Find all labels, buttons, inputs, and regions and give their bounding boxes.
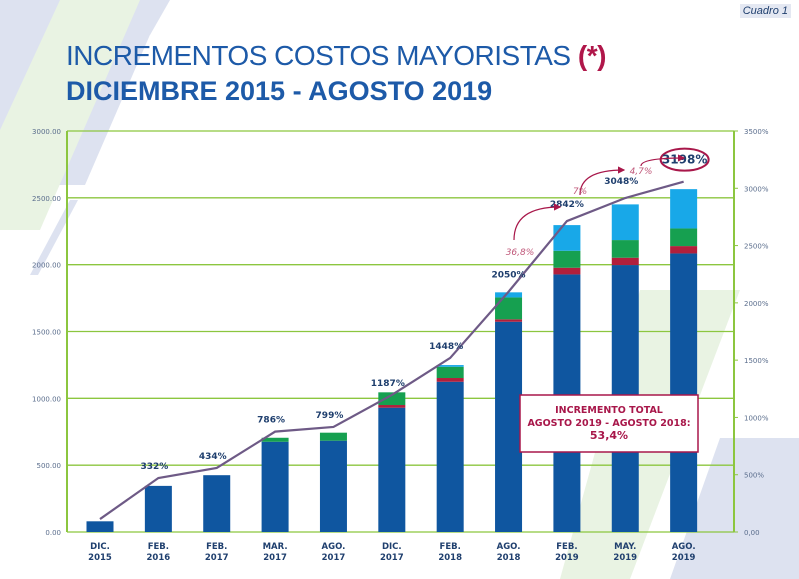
title-text: INCREMENTOS COSTOS MAYORISTAS xyxy=(66,40,571,71)
bar-segment-lightblue xyxy=(553,225,581,251)
right-axis-tick: 1000% xyxy=(744,414,769,422)
right-axis-tick: 2000% xyxy=(744,300,769,308)
right-axis-tick: 0,00 xyxy=(744,529,760,537)
x-axis-label: FEB. 2018 xyxy=(438,542,462,563)
bar-segment-blue xyxy=(495,321,523,532)
bar-segment-green xyxy=(319,432,347,441)
growth-arrow xyxy=(640,154,686,167)
left-axis-tick: 3000.00 xyxy=(32,128,61,136)
growth-label: 4,7% xyxy=(630,167,653,177)
bar-segment-red xyxy=(553,267,581,275)
bar-segment-green xyxy=(670,228,698,247)
line-data-label: 1187% xyxy=(371,379,405,389)
bar-segment-blue xyxy=(86,521,114,532)
x-axis-label: MAY. 2019 xyxy=(613,542,637,563)
left-axis-tick: 2000.00 xyxy=(32,262,61,270)
bar-segment-green xyxy=(378,392,406,406)
x-axis-label: DIC. 2015 xyxy=(88,542,112,563)
line-data-label: 3048% xyxy=(604,177,638,187)
callout-text: 53,4% xyxy=(590,429,628,442)
callout-text: AGOSTO 2019 - AGOSTO 2018: xyxy=(527,418,690,429)
chart-subtitle: DICIEMBRE 2015 - AGOSTO 2019 xyxy=(66,76,493,106)
x-axis-label: DIC. 2017 xyxy=(380,542,404,563)
right-axis-tick: 2500% xyxy=(744,243,769,251)
line-data-label: 332% xyxy=(140,462,168,472)
left-axis-tick: 2500.00 xyxy=(32,195,61,203)
line-data-label: 434% xyxy=(199,452,227,462)
left-axis-tick: 1500.00 xyxy=(32,329,61,337)
x-axis-label: MAR. 2017 xyxy=(263,542,288,563)
trend-line xyxy=(99,180,684,520)
growth-label: 7% xyxy=(573,187,587,197)
line-data-label: 1448% xyxy=(429,342,463,352)
bar-segment-blue xyxy=(670,253,698,532)
growth-arrow xyxy=(513,203,562,241)
bar-segment-red xyxy=(611,257,639,266)
growth-label: 36,8% xyxy=(506,248,535,258)
line-data-label: 2050% xyxy=(492,271,526,281)
right-axis-tick: 1500% xyxy=(744,357,769,365)
title-mark: (*) xyxy=(577,40,607,71)
corner-label: Cuadro 1 xyxy=(739,4,791,18)
x-axis-label: AGO. 2019 xyxy=(672,542,696,563)
left-axis-tick: 500.00 xyxy=(37,462,62,470)
bar-segment-lightblue xyxy=(670,189,698,229)
bar-segment-red xyxy=(495,319,523,322)
bar-segment-red xyxy=(436,378,464,382)
bar-segment-green xyxy=(611,240,639,258)
right-axis-tick: 500% xyxy=(744,472,764,480)
bar-segment-green xyxy=(261,437,289,442)
bar-segment-blue xyxy=(436,381,464,532)
line-data-label: 2842% xyxy=(550,200,584,210)
line-data-label: 799% xyxy=(316,411,344,421)
bar-segment-blue xyxy=(378,407,406,532)
callout-text: INCREMENTO TOTAL xyxy=(555,405,663,416)
x-axis-label: FEB. 2016 xyxy=(147,542,171,563)
x-axis-label: FEB. 2019 xyxy=(555,542,579,563)
left-axis-tick: 0.00 xyxy=(45,529,61,537)
x-axis-label: FEB. 2017 xyxy=(205,542,229,563)
bar-segment-red xyxy=(670,246,698,254)
bar-segment-blue xyxy=(319,440,347,532)
chart-title: INCREMENTOS COSTOS MAYORISTAS (*) xyxy=(66,40,606,72)
right-axis-tick: 3000% xyxy=(744,185,769,193)
bar-segment-blue xyxy=(144,485,172,532)
callout-box xyxy=(519,394,699,453)
line-data-label: 786% xyxy=(257,416,285,426)
line-data-label: 3198% xyxy=(662,153,707,167)
bar-segment-green xyxy=(495,297,523,320)
growth-arrow xyxy=(579,166,626,196)
right-axis-tick: 3500% xyxy=(744,128,769,136)
bar-segment-lightblue xyxy=(611,204,639,241)
bar-segment-red xyxy=(378,405,406,408)
bar-segment-lightblue xyxy=(495,292,523,298)
x-axis-label: AGO. 2017 xyxy=(322,542,346,563)
bar-segment-blue xyxy=(203,475,231,532)
bar-segment-green xyxy=(436,366,464,379)
left-axis-tick: 1000.00 xyxy=(32,395,61,403)
bar-segment-lightblue xyxy=(436,365,464,367)
bar-segment-blue xyxy=(261,441,289,532)
x-axis-label: AGO. 2018 xyxy=(497,542,521,563)
bar-segment-green xyxy=(553,250,581,268)
